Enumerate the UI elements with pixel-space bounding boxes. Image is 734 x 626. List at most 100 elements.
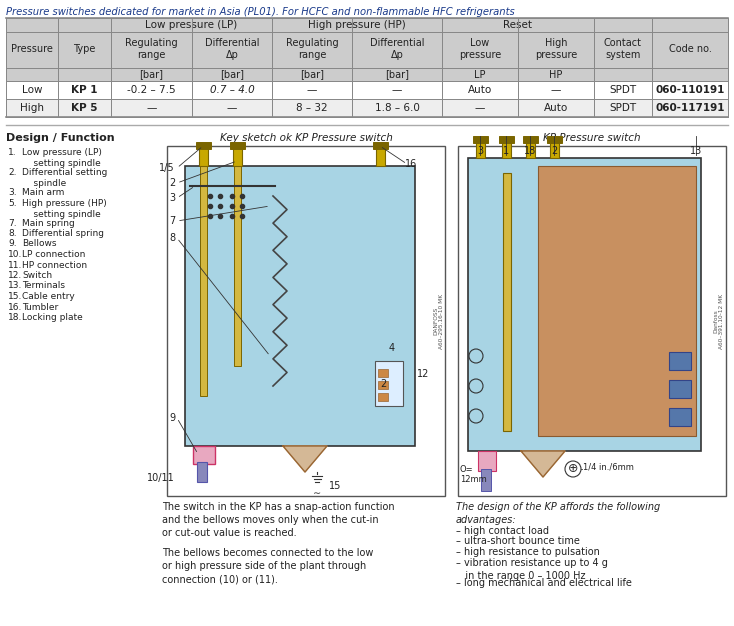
Text: KP 1: KP 1 xyxy=(71,85,98,95)
Text: —: — xyxy=(392,85,402,95)
Text: ⊕: ⊕ xyxy=(568,463,578,476)
Bar xyxy=(481,469,491,491)
Text: —: — xyxy=(227,103,237,113)
Text: 18.: 18. xyxy=(8,313,22,322)
Text: 2: 2 xyxy=(551,146,557,156)
Text: 060-117191: 060-117191 xyxy=(655,103,724,113)
Text: —: — xyxy=(475,103,485,113)
Text: 7: 7 xyxy=(169,216,175,226)
Text: Danfoss
A60–391.10-12 MK: Danfoss A60–391.10-12 MK xyxy=(713,294,724,349)
Bar xyxy=(378,393,388,401)
Text: High: High xyxy=(20,103,44,113)
Text: The switch in the KP has a snap-action function
and the bellows moves only when : The switch in the KP has a snap-action f… xyxy=(162,502,395,538)
Text: 2.: 2. xyxy=(8,168,16,177)
Text: Low pressure (LP)
    setting spindle: Low pressure (LP) setting spindle xyxy=(22,148,102,168)
Bar xyxy=(200,166,207,396)
Text: LP: LP xyxy=(474,69,486,80)
Text: 1.8 – 6.0: 1.8 – 6.0 xyxy=(374,103,419,113)
Text: ∼: ∼ xyxy=(313,488,321,498)
Text: Locking plate: Locking plate xyxy=(22,313,83,322)
Text: High pressure (HP): High pressure (HP) xyxy=(308,20,406,30)
Text: KP Pressure switch: KP Pressure switch xyxy=(543,133,641,143)
Bar xyxy=(378,381,388,389)
Text: The bellows becomes connected to the low
or high pressure side of the plant thro: The bellows becomes connected to the low… xyxy=(162,548,374,585)
Bar xyxy=(473,136,488,143)
Text: Main spring: Main spring xyxy=(22,218,75,227)
Text: Low pressure (LP): Low pressure (LP) xyxy=(145,20,238,30)
Text: Auto: Auto xyxy=(544,103,568,113)
Text: Cable entry: Cable entry xyxy=(22,292,75,301)
Bar xyxy=(6,99,728,117)
Bar xyxy=(373,142,388,149)
Text: 1/4 in./6mm: 1/4 in./6mm xyxy=(583,463,634,471)
Text: Differential
Δp: Differential Δp xyxy=(370,38,424,61)
Circle shape xyxy=(565,461,581,477)
Bar xyxy=(230,142,245,149)
Bar xyxy=(193,446,215,464)
Bar xyxy=(167,146,445,496)
Text: Terminals: Terminals xyxy=(22,282,65,290)
Text: -0.2 – 7.5: -0.2 – 7.5 xyxy=(127,85,176,95)
Text: 8.: 8. xyxy=(8,229,17,238)
Text: Contact
system: Contact system xyxy=(604,38,642,61)
Text: LP connection: LP connection xyxy=(22,250,85,259)
Text: 3: 3 xyxy=(169,193,175,203)
Bar xyxy=(468,158,701,451)
Text: Bellows: Bellows xyxy=(22,240,57,249)
Text: Main arm: Main arm xyxy=(22,188,65,197)
Text: 8 – 32: 8 – 32 xyxy=(297,103,328,113)
Text: Regulating
range: Regulating range xyxy=(126,38,178,61)
Text: 9.: 9. xyxy=(8,240,17,249)
Bar xyxy=(502,138,511,158)
Bar xyxy=(538,166,696,436)
Bar xyxy=(478,451,496,471)
Text: – vibration resistance up to 4 g
   in the range 0 – 1000 Hz: – vibration resistance up to 4 g in the … xyxy=(456,558,608,581)
Text: 2: 2 xyxy=(380,379,386,389)
Text: 16: 16 xyxy=(405,159,417,169)
Text: 5.: 5. xyxy=(8,198,17,207)
Text: Regulating
range: Regulating range xyxy=(286,38,338,61)
Text: 12.: 12. xyxy=(8,271,22,280)
Text: Code no.: Code no. xyxy=(669,44,711,54)
Bar xyxy=(526,138,535,158)
Bar xyxy=(199,144,208,166)
Text: Switch: Switch xyxy=(22,271,52,280)
Text: [bar]: [bar] xyxy=(385,69,409,80)
Text: Differential spring: Differential spring xyxy=(22,229,104,238)
Bar xyxy=(499,136,514,143)
Text: Auto: Auto xyxy=(468,85,492,95)
Text: High
pressure: High pressure xyxy=(535,38,577,61)
Text: Pressure switches dedicated for market in Asia (PL01). For HCFC and non-flammabl: Pressure switches dedicated for market i… xyxy=(6,7,515,17)
Bar xyxy=(503,173,511,431)
Text: Design / Function: Design / Function xyxy=(6,133,115,143)
Bar xyxy=(523,136,538,143)
Text: Differential setting
    spindle: Differential setting spindle xyxy=(22,168,107,188)
Text: 11.: 11. xyxy=(8,260,22,270)
Text: DANFOSS
A60–295.16-10 MK: DANFOSS A60–295.16-10 MK xyxy=(434,294,444,349)
Text: KP 5: KP 5 xyxy=(71,103,98,113)
Text: 12: 12 xyxy=(417,369,429,379)
Text: 060-110191: 060-110191 xyxy=(655,85,724,95)
Text: 13: 13 xyxy=(690,146,702,156)
Text: 3.: 3. xyxy=(8,188,17,197)
Text: 1: 1 xyxy=(503,146,509,156)
Bar xyxy=(196,142,211,149)
Bar xyxy=(376,144,385,166)
Text: 13.: 13. xyxy=(8,282,22,290)
Bar xyxy=(234,166,241,366)
Text: 10/11: 10/11 xyxy=(148,473,175,483)
Text: 10.: 10. xyxy=(8,250,22,259)
Bar xyxy=(6,81,728,99)
Bar xyxy=(547,136,562,143)
Text: —: — xyxy=(146,103,156,113)
Text: Pressure: Pressure xyxy=(11,44,53,54)
Text: 16.: 16. xyxy=(8,302,22,312)
Text: – high resistance to pulsation: – high resistance to pulsation xyxy=(456,547,600,557)
Text: Differential
Δp: Differential Δp xyxy=(205,38,259,61)
Text: Tumbler: Tumbler xyxy=(22,302,58,312)
Text: 3: 3 xyxy=(477,146,483,156)
Text: SPDT: SPDT xyxy=(609,103,636,113)
Text: 15: 15 xyxy=(329,481,341,491)
Text: Reset: Reset xyxy=(504,20,532,30)
Text: —: — xyxy=(307,85,317,95)
